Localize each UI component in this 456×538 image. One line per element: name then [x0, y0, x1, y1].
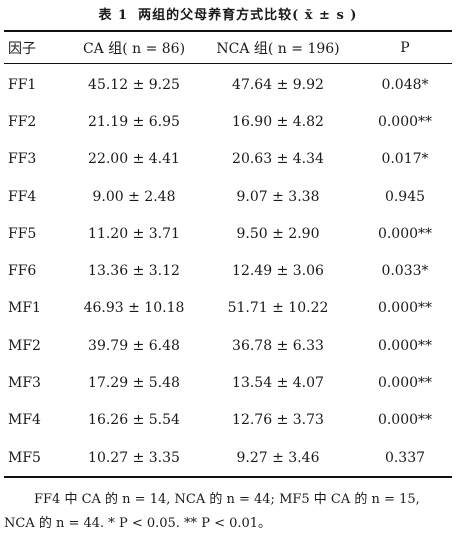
factor-cell: MF2	[8, 337, 41, 354]
p-value-cell: 0.000**	[377, 412, 433, 429]
table-row: FF5 11.20 ± 3.71 9.50 ± 2.90 0.000**	[4, 215, 456, 252]
p-value-cell: 0.945	[384, 188, 426, 205]
footnote-line-2: NCA 的 n = 44. * P < 0.05. ** P < 0.01。	[4, 516, 272, 531]
ca-value-cell: 17.29 ± 5.48	[88, 375, 180, 392]
factor-cell: FF5	[8, 225, 37, 242]
ca-value-cell: 45.12 ± 9.25	[88, 76, 180, 93]
table-row: MF5 10.27 ± 3.35 9.27 ± 3.46 0.337	[4, 439, 456, 476]
table-number: 表 1	[98, 8, 129, 23]
factor-cell: MF5	[8, 449, 41, 466]
table-row: FF3 22.00 ± 4.41 20.63 ± 4.34 0.017*	[4, 141, 456, 178]
nca-value-cell: 9.07 ± 3.38	[236, 188, 320, 205]
factor-cell: FF6	[8, 263, 37, 280]
ca-value-cell: 39.79 ± 6.48	[88, 337, 180, 354]
ca-value-cell: 21.19 ± 6.95	[88, 113, 180, 130]
ca-value-cell: 13.36 ± 3.12	[88, 263, 180, 280]
nca-value-cell: 9.50 ± 2.90	[236, 225, 320, 242]
factor-cell: FF3	[8, 151, 37, 168]
table-caption: 表 1 两组的父母养育方式比较( x̄ ± s )	[0, 4, 456, 23]
nca-value-cell: 47.64 ± 9.92	[232, 76, 324, 93]
table-row: MF3 17.29 ± 5.48 13.54 ± 4.07 0.000**	[4, 364, 456, 401]
p-value-cell: 0.000**	[377, 300, 433, 317]
table-title: 两组的父母养育方式比较( x̄ ± s )	[138, 8, 358, 23]
ca-value-cell: 10.27 ± 3.35	[88, 449, 180, 466]
table-row: MF1 46.93 ± 10.18 51.71 ± 10.22 0.000**	[4, 290, 456, 327]
factor-cell: MF1	[8, 300, 41, 317]
nca-value-cell: 16.90 ± 4.82	[232, 113, 324, 130]
nca-value-cell: 9.27 ± 3.46	[236, 449, 320, 466]
factor-cell: MF3	[8, 375, 41, 392]
nca-value-cell: 12.76 ± 3.73	[232, 412, 324, 429]
table-row: FF6 13.36 ± 3.12 12.49 ± 3.06 0.033*	[4, 252, 456, 289]
table-row: FF1 45.12 ± 9.25 47.64 ± 9.92 0.048*	[4, 66, 456, 103]
table-row: FF2 21.19 ± 6.95 16.90 ± 4.82 0.000**	[4, 103, 456, 140]
factor-cell: FF4	[8, 188, 37, 205]
ca-value-cell: 46.93 ± 10.18	[83, 300, 185, 317]
nca-value-cell: 13.54 ± 4.07	[232, 375, 324, 392]
nca-value-cell: 12.49 ± 3.06	[232, 263, 324, 280]
footnote-line-1: FF4 中 CA 的 n = 14, NCA 的 n = 44; MF5 中 C…	[34, 492, 420, 507]
factor-cell: FF2	[8, 113, 37, 130]
p-value-cell: 0.033*	[381, 263, 429, 280]
table-header: 因子 CA 组( n = 86) NCA 组( n = 196) P	[4, 33, 456, 63]
header-nca: NCA 组( n = 196)	[216, 41, 340, 57]
header-rule	[4, 63, 452, 64]
table-row: FF4 9.00 ± 2.48 9.07 ± 3.38 0.945	[4, 178, 456, 215]
factor-cell: FF1	[8, 76, 37, 93]
ca-value-cell: 16.26 ± 5.54	[88, 412, 180, 429]
ca-value-cell: 11.20 ± 3.71	[88, 225, 180, 242]
nca-value-cell: 20.63 ± 4.34	[232, 151, 324, 168]
table-row: MF2 39.79 ± 6.48 36.78 ± 6.33 0.000**	[4, 327, 456, 364]
top-rule	[4, 30, 452, 32]
header-p: P	[400, 40, 410, 56]
p-value-cell: 0.000**	[377, 375, 433, 392]
header-row: 因子 CA 组( n = 86) NCA 组( n = 196) P	[4, 33, 456, 63]
p-value-cell: 0.000**	[377, 113, 433, 130]
p-value-cell: 0.000**	[377, 225, 433, 242]
ca-value-cell: 22.00 ± 4.41	[88, 151, 180, 168]
p-value-cell: 0.017*	[381, 151, 429, 168]
nca-value-cell: 36.78 ± 6.33	[232, 337, 324, 354]
bottom-rule	[4, 476, 452, 478]
header-factor: 因子	[8, 41, 36, 57]
table-body: FF1 45.12 ± 9.25 47.64 ± 9.92 0.048* FF2 21.1…	[4, 66, 456, 476]
p-value-cell: 0.337	[384, 449, 426, 466]
table-footnote: FF4 中 CA 的 n = 14, NCA 的 n = 44; MF5 中 C…	[4, 488, 452, 536]
factor-cell: MF4	[8, 412, 41, 429]
p-value-cell: 0.000**	[377, 337, 433, 354]
p-value-cell: 0.048*	[381, 76, 429, 93]
header-ca: CA 组( n = 86)	[82, 41, 186, 57]
nca-value-cell: 51.71 ± 10.22	[227, 300, 329, 317]
ca-value-cell: 9.00 ± 2.48	[92, 188, 176, 205]
table-row: MF4 16.26 ± 5.54 12.76 ± 3.73 0.000**	[4, 402, 456, 439]
